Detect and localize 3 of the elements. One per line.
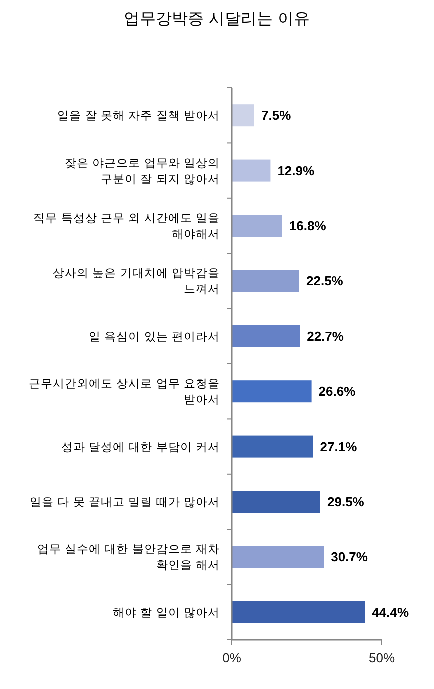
- title: 업무강박증 시달리는 이유: [124, 9, 310, 28]
- x-tick-label: 50%: [368, 650, 396, 666]
- x-tick-label: 0%: [222, 650, 242, 666]
